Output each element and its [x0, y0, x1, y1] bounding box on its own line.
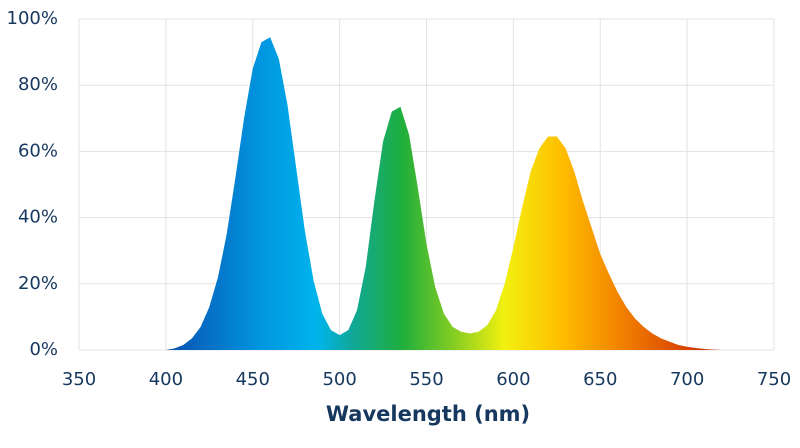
y-tick-label: 60% — [18, 140, 58, 161]
x-tick-label: 600 — [496, 369, 530, 390]
y-tick-label: 0% — [29, 339, 58, 360]
x-tick-label: 650 — [583, 369, 617, 390]
x-tick-label: 750 — [757, 369, 791, 390]
x-tick-label: 400 — [149, 369, 183, 390]
x-tick-label: 350 — [62, 369, 96, 390]
labels: 0% 20% 40% 60% 80% 100% 350 400 450 500 550 600 650 7… — [7, 8, 792, 390]
x-tick-label: 450 — [236, 369, 270, 390]
x-tick-label: 500 — [322, 369, 356, 390]
y-tick-label: 20% — [18, 273, 58, 294]
x-axis-title: Wavelength (nm) — [326, 402, 530, 426]
x-tick-label: 550 — [409, 369, 443, 390]
plot — [165, 37, 722, 351]
grid — [78, 18, 775, 351]
y-tick-label: 100% — [7, 8, 58, 29]
x-tick-label: 700 — [670, 369, 704, 390]
y-tick-label: 80% — [18, 74, 58, 95]
spectrum-area — [165, 37, 722, 351]
y-tick-label: 40% — [18, 207, 58, 228]
